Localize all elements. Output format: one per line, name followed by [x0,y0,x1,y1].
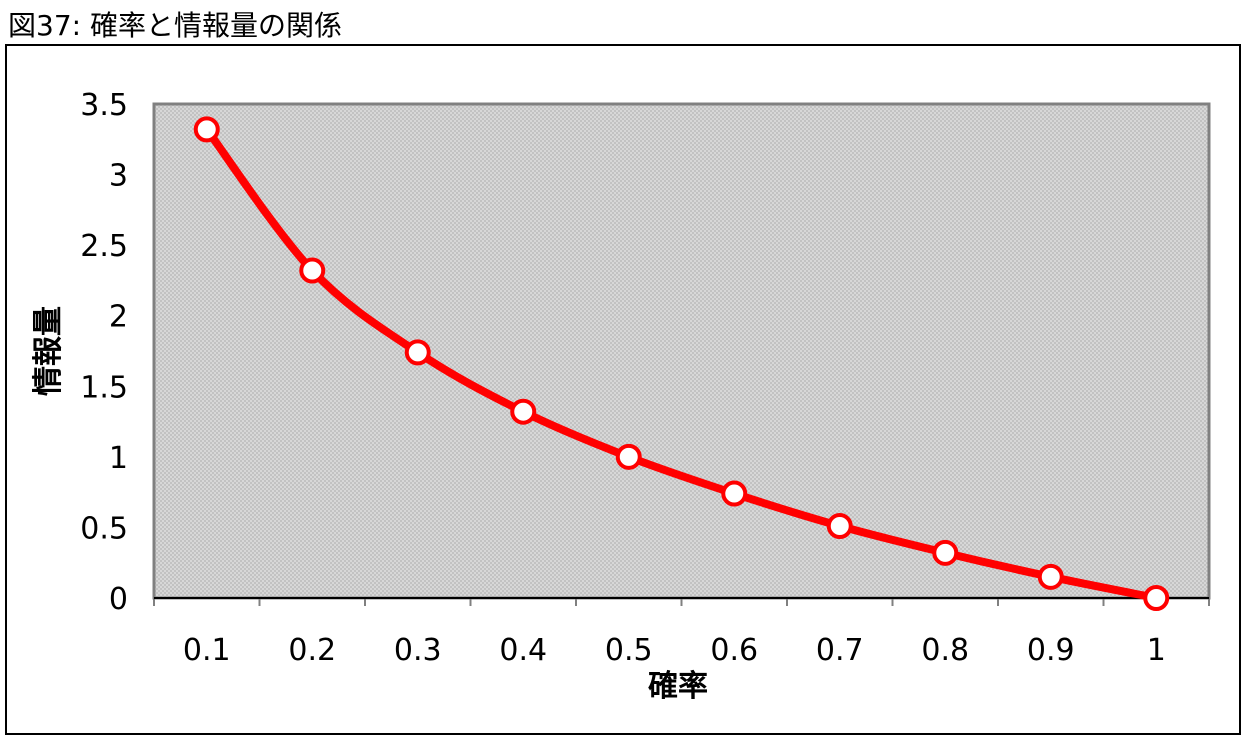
y-axis-labels: 0 0.5 1 1.5 2 2.5 3 3.5 [80,88,128,617]
x-tick-label: 0.8 [921,633,969,668]
plot-area [152,102,1211,600]
y-axis-title: 情報量 [31,306,66,396]
data-point [932,539,959,566]
data-point [826,513,853,540]
x-tick-label: 0.9 [1027,633,1075,668]
y-tick-label: 2.5 [80,229,128,264]
y-tick-label: 0 [109,582,128,617]
data-point [1143,585,1170,611]
y-tick-label: 3.5 [80,88,128,123]
x-tick-label: 0.2 [288,633,336,668]
figure-caption: 図37: 確率と情報量の関係 [8,9,342,42]
x-axis-labels: 0.1 0.2 0.3 0.4 0.5 0.6 0.7 0.8 0.9 1 [183,633,1166,668]
x-tick-label: 0.3 [394,633,442,668]
data-point [299,257,326,284]
x-tick-label: 1 [1147,633,1166,668]
x-tick-label: 0.6 [710,633,758,668]
x-axis-title: 確率 [648,669,708,704]
x-tick-label: 0.1 [183,633,231,668]
y-tick-label: 0.5 [80,511,128,546]
y-tick-label: 1 [109,441,128,476]
x-axis-ticks [153,598,1210,606]
series-markers [193,116,1170,611]
data-point [510,398,537,425]
data-point [193,116,220,143]
data-point [1037,563,1064,590]
x-tick-label: 0.5 [605,633,653,668]
y-tick-label: 3 [109,159,128,194]
series-line [202,125,1161,602]
x-tick-label: 0.4 [499,633,547,668]
y-tick-label: 1.5 [80,370,128,405]
x-tick-label: 0.7 [816,633,864,668]
data-point [721,480,748,507]
data-point [615,443,642,470]
y-tick-label: 2 [109,300,128,335]
data-point [404,339,431,366]
